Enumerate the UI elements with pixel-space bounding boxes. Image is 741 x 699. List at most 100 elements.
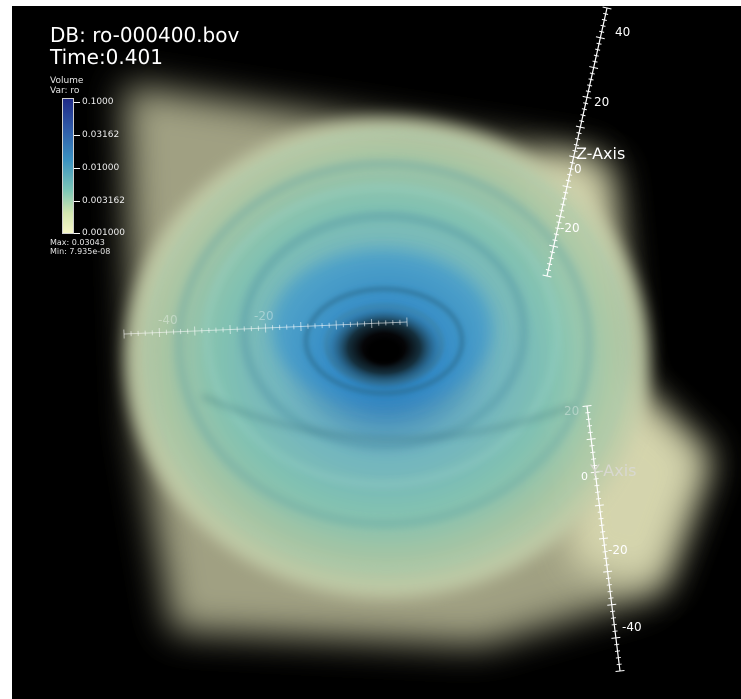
z-axis-tick bbox=[580, 114, 586, 117]
z-axis-tick bbox=[576, 132, 582, 135]
z-axis-tick bbox=[555, 227, 561, 230]
y-axis-tick bbox=[610, 610, 616, 613]
y-axis-tick bbox=[598, 537, 609, 540]
z-axis-tick bbox=[582, 95, 592, 99]
legend-label: 0.01000 bbox=[82, 163, 120, 173]
disk-ring bbox=[303, 286, 465, 396]
y-axis-tick bbox=[606, 584, 612, 586]
legend-min: Min: 7.935e-08 bbox=[50, 247, 111, 256]
z-axis-tick-label: 40 bbox=[615, 25, 631, 39]
z-axis-tick bbox=[599, 30, 605, 33]
z-axis-tick bbox=[583, 102, 589, 105]
y-axis-tick bbox=[612, 630, 618, 633]
disk-ring bbox=[204, 185, 560, 487]
y-axis-tick bbox=[611, 636, 621, 639]
y-axis-tick bbox=[605, 577, 611, 580]
y-axis-tick bbox=[607, 603, 617, 606]
z-axis-tick-label: 0 bbox=[574, 162, 582, 176]
z-axis-tick bbox=[575, 137, 581, 141]
disk-edge-arc bbox=[201, 394, 573, 441]
z-axis-tick bbox=[596, 42, 602, 45]
y-axis-tick bbox=[601, 544, 607, 546]
z-axis-tick bbox=[549, 244, 559, 248]
z-axis-title: Z-Axis bbox=[576, 144, 626, 163]
y-axis-tick-label: -20 bbox=[608, 543, 628, 557]
legend-tick bbox=[74, 233, 80, 234]
y-axis-tick bbox=[614, 643, 620, 646]
z-axis-tick bbox=[545, 269, 551, 272]
legend-max: Max: 0.03043 bbox=[50, 238, 105, 247]
z-axis-tick bbox=[585, 90, 591, 93]
y-axis-tick bbox=[604, 564, 610, 566]
z-axis-tick bbox=[573, 143, 579, 147]
database-label: DB: ro-000400.bov bbox=[50, 23, 240, 47]
z-axis-tick bbox=[561, 197, 567, 200]
y-axis-tick bbox=[594, 504, 604, 507]
z-axis-tick bbox=[592, 60, 598, 63]
z-axis-tick bbox=[569, 155, 579, 159]
y-axis-tick bbox=[599, 524, 605, 527]
render-viewport[interactable]: DB: ro-000400.bov Time:0.401 Volume Var:… bbox=[12, 6, 741, 699]
z-axis-tick bbox=[567, 173, 573, 176]
y-axis-tick bbox=[590, 471, 600, 474]
y-axis-title: Y-Axis bbox=[590, 461, 637, 480]
legend-label: 0.003162 bbox=[82, 196, 125, 206]
y-axis-tick bbox=[582, 404, 592, 408]
z-axis-tick bbox=[589, 72, 595, 75]
y-axis-tick bbox=[610, 617, 616, 619]
y-axis-tick bbox=[593, 478, 599, 480]
z-axis-tick bbox=[542, 274, 552, 278]
z-axis-tick bbox=[579, 120, 585, 123]
y-axis-tick bbox=[591, 458, 597, 460]
z-axis-tick bbox=[589, 66, 599, 70]
y-axis-tick bbox=[586, 438, 596, 441]
y-axis-tick bbox=[602, 550, 608, 553]
y-axis-tick bbox=[611, 623, 617, 626]
y-axis-faint-label: 20 bbox=[564, 404, 580, 418]
y-axis-tick bbox=[585, 411, 591, 414]
y-axis-tick bbox=[586, 425, 593, 427]
vortex-core-center bbox=[366, 338, 402, 364]
z-axis-tick bbox=[575, 125, 585, 129]
y-axis-tick bbox=[589, 444, 595, 447]
legend-label: 0.1000 bbox=[82, 97, 114, 107]
z-axis-tick bbox=[547, 263, 553, 266]
y-axis-tick bbox=[603, 557, 609, 560]
legend-label: 0.001000 bbox=[82, 228, 125, 238]
y-axis-tick bbox=[607, 590, 613, 593]
disk-ring bbox=[175, 160, 593, 528]
z-axis-tick bbox=[602, 6, 612, 10]
z-axis-tick bbox=[568, 167, 574, 170]
z-axis bbox=[542, 6, 612, 278]
y-axis-tick-label: -40 bbox=[622, 620, 642, 634]
x-axis-tick-label: -20 bbox=[254, 309, 274, 323]
y-axis-tick bbox=[615, 669, 625, 673]
y-axis-tick bbox=[586, 418, 592, 421]
z-axis-tick bbox=[548, 257, 554, 260]
z-axis-tick bbox=[593, 54, 599, 57]
z-axis-tick bbox=[556, 221, 562, 224]
legend-tick bbox=[74, 201, 80, 202]
z-axis-tick bbox=[552, 239, 558, 242]
disk-ring bbox=[146, 130, 628, 572]
z-axis-tick bbox=[555, 214, 565, 218]
y-axis-zero-label: 0 bbox=[581, 470, 588, 483]
legend-title: Volume bbox=[50, 76, 84, 86]
legend-variable: Var: ro bbox=[50, 86, 80, 96]
y-axis-tick bbox=[594, 484, 600, 487]
z-axis-tick bbox=[549, 251, 555, 254]
y-axis-tick bbox=[598, 517, 604, 520]
y-axis-tick bbox=[603, 570, 613, 573]
y-axis-tick bbox=[600, 531, 606, 533]
z-axis-tick bbox=[565, 179, 571, 182]
legend-tick bbox=[74, 168, 80, 169]
legend-tick bbox=[74, 102, 80, 103]
y-axis-tick bbox=[591, 464, 597, 467]
legend-colorbar bbox=[62, 98, 74, 234]
x-axis bbox=[123, 317, 408, 339]
z-axis-tick-label: -20 bbox=[560, 221, 580, 235]
z-axis-tick bbox=[588, 78, 594, 81]
z-axis-tick bbox=[600, 24, 606, 27]
y-axis-tick bbox=[595, 491, 601, 493]
